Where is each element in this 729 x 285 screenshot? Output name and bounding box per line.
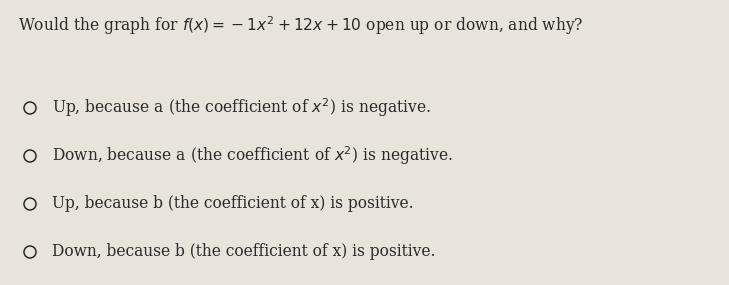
Text: Would the graph for $f(x) = -1x^2 + 12x + 10$ open up or down, and why?: Would the graph for $f(x) = -1x^2 + 12x … bbox=[18, 14, 584, 37]
Text: Up, because b (the coefficient of x) is positive.: Up, because b (the coefficient of x) is … bbox=[52, 196, 413, 213]
Text: Up, because a (the coefficient of $x^2$) is negative.: Up, because a (the coefficient of $x^2$)… bbox=[52, 97, 431, 119]
Text: Down, because b (the coefficient of x) is positive.: Down, because b (the coefficient of x) i… bbox=[52, 243, 435, 260]
Text: Down, because a (the coefficient of $x^2$) is negative.: Down, because a (the coefficient of $x^2… bbox=[52, 145, 453, 167]
